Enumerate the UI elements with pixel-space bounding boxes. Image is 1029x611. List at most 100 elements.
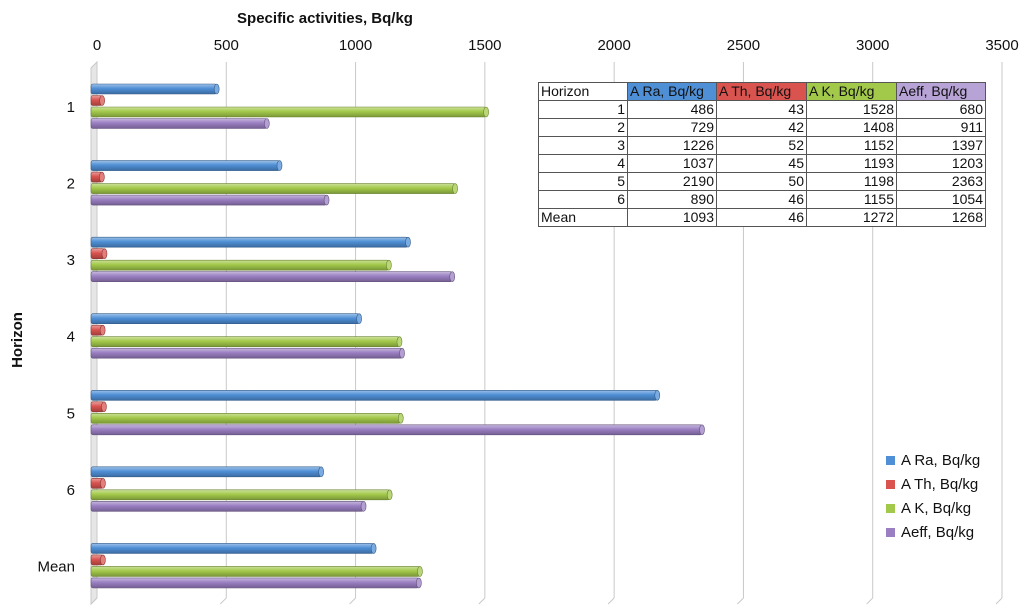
table-row: Mean 1093 46 1272 1268 bbox=[538, 208, 986, 227]
bar-cap bbox=[417, 566, 423, 577]
bars bbox=[90, 83, 705, 589]
table-cell: 1037 bbox=[627, 154, 717, 173]
bar-cap bbox=[99, 95, 105, 106]
gridline-floor bbox=[478, 597, 486, 605]
bar bbox=[90, 543, 374, 554]
bar-cap bbox=[386, 489, 393, 501]
bar bbox=[90, 466, 322, 478]
bar bbox=[90, 489, 390, 501]
y-tick-labels: 1 2 3 4 5 6 Mean bbox=[37, 99, 75, 575]
table-header-cell: A Ra, Bq/kg bbox=[627, 82, 717, 101]
legend-label: A K, Bq/kg bbox=[901, 500, 971, 517]
bar-cap bbox=[386, 259, 392, 271]
bar-cap bbox=[213, 83, 220, 95]
x-tick-label: 1000 bbox=[339, 37, 372, 54]
y-tick-label: 1 bbox=[67, 99, 75, 116]
bar-cap bbox=[452, 183, 458, 194]
x-axis-title: Specific activities, Bq/kg bbox=[237, 10, 413, 27]
gridline-floor bbox=[995, 597, 1003, 605]
y-tick-label: Mean bbox=[37, 558, 75, 575]
table-cell: 4 bbox=[538, 154, 628, 173]
x-tick-label: 500 bbox=[214, 37, 239, 54]
bar bbox=[90, 412, 402, 424]
bar-cap bbox=[99, 324, 106, 336]
table-cell: 46 bbox=[716, 190, 807, 209]
y-tick-label: 6 bbox=[67, 482, 75, 499]
legend-label: A Ra, Bq/kg bbox=[901, 452, 980, 469]
bar bbox=[90, 160, 280, 171]
table-cell: 1152 bbox=[806, 136, 897, 155]
table-cell: 6 bbox=[538, 190, 628, 209]
bar-cap bbox=[264, 118, 270, 129]
bar-cap bbox=[100, 478, 106, 489]
bar bbox=[90, 271, 453, 282]
table-cell: 1054 bbox=[896, 190, 986, 209]
table-cell: Mean bbox=[538, 208, 628, 227]
table-cell: 1198 bbox=[806, 172, 897, 191]
table-header-cell: A K, Bq/kg bbox=[806, 82, 897, 101]
legend: A Ra, Bq/kg A Th, Bq/kg A K, Bq/kg Aeff, Bq… bbox=[886, 452, 980, 541]
table-cell: 5 bbox=[538, 172, 628, 191]
y-tick-label: 4 bbox=[67, 329, 75, 346]
bar bbox=[90, 336, 400, 348]
y-tick-label: 5 bbox=[67, 405, 75, 422]
table-cell: 50 bbox=[716, 172, 807, 191]
bar-cap bbox=[318, 466, 324, 478]
table-cell: 1272 bbox=[806, 208, 897, 227]
data-table: Horizon A Ra, Bq/kg A Th, Bq/kg A K, Bq/kg A… bbox=[538, 82, 986, 227]
x-tick-label: 3000 bbox=[856, 37, 889, 54]
table-cell: 3 bbox=[538, 136, 628, 155]
y-tick-label: 2 bbox=[67, 176, 75, 193]
bar-cap bbox=[360, 501, 367, 512]
bar bbox=[90, 183, 456, 194]
table-cell: 2 bbox=[538, 118, 628, 137]
legend-swatch bbox=[886, 504, 895, 513]
table-cell: 1155 bbox=[806, 190, 897, 209]
legend-swatch bbox=[886, 480, 895, 489]
table-cell: 1193 bbox=[806, 154, 897, 173]
bar-cap bbox=[356, 313, 362, 325]
table-row: 3 1226 52 1152 1397 bbox=[538, 136, 986, 155]
x-tick-labels: 0 500 1000 1500 2000 2500 3000 3500 bbox=[93, 37, 1019, 54]
table-header-cell: Aeff, Bq/kg bbox=[896, 82, 986, 101]
bar bbox=[90, 259, 390, 271]
table-row: 5 2190 50 1198 2363 bbox=[538, 172, 986, 191]
table-cell: 486 bbox=[627, 100, 717, 119]
bar bbox=[90, 83, 217, 95]
table-cell: 1203 bbox=[896, 154, 986, 173]
gridline-floor bbox=[737, 597, 744, 605]
bar-cap bbox=[101, 401, 107, 413]
table-cell: 680 bbox=[896, 100, 986, 119]
bar bbox=[90, 118, 268, 129]
bar bbox=[90, 577, 420, 589]
bar-cap bbox=[483, 106, 489, 118]
bar-cap bbox=[396, 336, 403, 348]
table-cell: 911 bbox=[896, 118, 986, 137]
y-axis-title: Horizon bbox=[9, 312, 26, 368]
gridline-floor bbox=[219, 597, 227, 605]
table-cell: 1226 bbox=[627, 136, 717, 155]
bar-cap bbox=[399, 347, 405, 359]
table-row: 6 890 46 1155 1054 bbox=[538, 190, 986, 209]
gridline-floor bbox=[90, 597, 98, 605]
table-cell: 1093 bbox=[627, 208, 717, 227]
y-tick-label: 3 bbox=[67, 252, 75, 269]
table-cell: 1 bbox=[538, 100, 628, 119]
x-tick-label: 2000 bbox=[597, 37, 630, 54]
table-cell: 2190 bbox=[627, 172, 717, 191]
gridline-floor bbox=[349, 597, 356, 605]
bar bbox=[90, 236, 409, 248]
table-cell: 890 bbox=[627, 190, 717, 209]
gridline-floor bbox=[607, 597, 615, 605]
bar-cap bbox=[100, 554, 106, 566]
table-cell: 1268 bbox=[896, 208, 986, 227]
bar bbox=[90, 566, 421, 577]
gridline-floor bbox=[866, 597, 874, 605]
bar bbox=[90, 313, 360, 325]
bar-cap bbox=[449, 271, 456, 282]
bar bbox=[90, 389, 658, 401]
bar-cap bbox=[699, 424, 705, 436]
legend-label: A Th, Bq/kg bbox=[901, 476, 978, 493]
bar bbox=[90, 501, 364, 512]
